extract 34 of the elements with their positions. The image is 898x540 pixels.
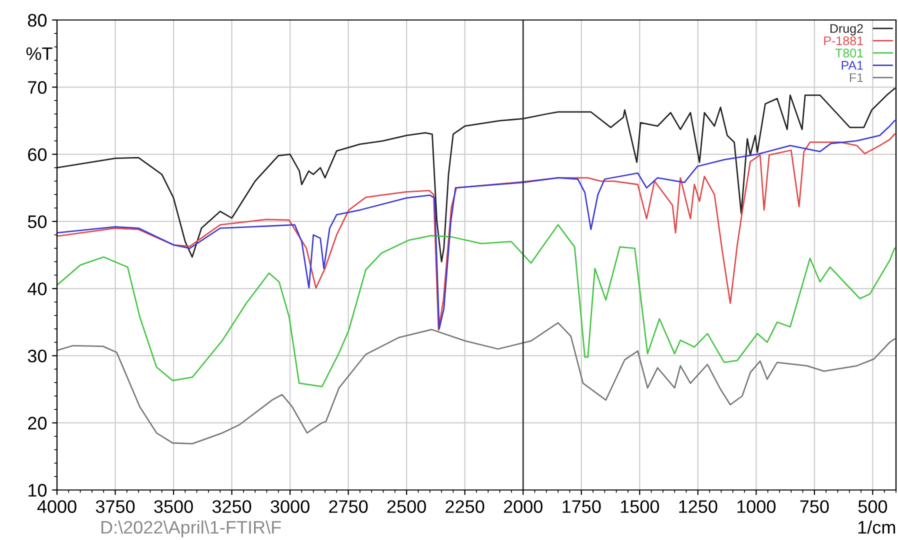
x-tick-label: 2250 bbox=[446, 500, 484, 513]
x-tick-label: 4000 bbox=[37, 500, 76, 513]
x-tick-label: 1250 bbox=[679, 500, 718, 513]
line-series bbox=[57, 88, 896, 262]
y-tick-label: 40 bbox=[28, 282, 47, 296]
x-tick-label: 2500 bbox=[387, 500, 426, 513]
y-axis-title: %T bbox=[26, 47, 52, 60]
y-tick-label: 70 bbox=[28, 81, 47, 94]
x-tick-label: 1000 bbox=[737, 500, 776, 513]
x-tick-label: 3250 bbox=[212, 500, 252, 513]
x-axis-title: 1/cm bbox=[858, 520, 896, 534]
x-tick-label: 2000 bbox=[504, 500, 542, 513]
legend-label: P-1881 bbox=[824, 36, 863, 46]
text: D:\2022\April\1-FTIR\F bbox=[101, 520, 281, 538]
x-tick-label: 3750 bbox=[96, 500, 135, 513]
x-tick-label: 3000 bbox=[270, 500, 310, 513]
x-tick-label: 2750 bbox=[329, 500, 368, 513]
x-tick-label: 3500 bbox=[154, 500, 193, 513]
legend-label: Drug2 bbox=[830, 24, 863, 36]
legend-label: T801 bbox=[835, 48, 863, 58]
y-tick-label: 10 bbox=[28, 484, 47, 497]
x-tick-label: 500 bbox=[858, 500, 888, 513]
line-series bbox=[57, 322, 896, 444]
legend-label: F1 bbox=[850, 73, 863, 82]
line-series bbox=[57, 224, 896, 388]
y-tick-label: 60 bbox=[28, 148, 47, 162]
legend-label: PA1 bbox=[842, 61, 863, 70]
y-tick-label: 50 bbox=[28, 215, 47, 228]
y-tick-label: 20 bbox=[28, 416, 47, 430]
x-tick-label: 1750 bbox=[562, 500, 601, 513]
x-tick-label: 1500 bbox=[620, 500, 660, 513]
y-tick-label: 30 bbox=[28, 350, 47, 362]
y-tick-label: 80 bbox=[28, 14, 47, 27]
x-tick-label: 750 bbox=[800, 500, 829, 513]
